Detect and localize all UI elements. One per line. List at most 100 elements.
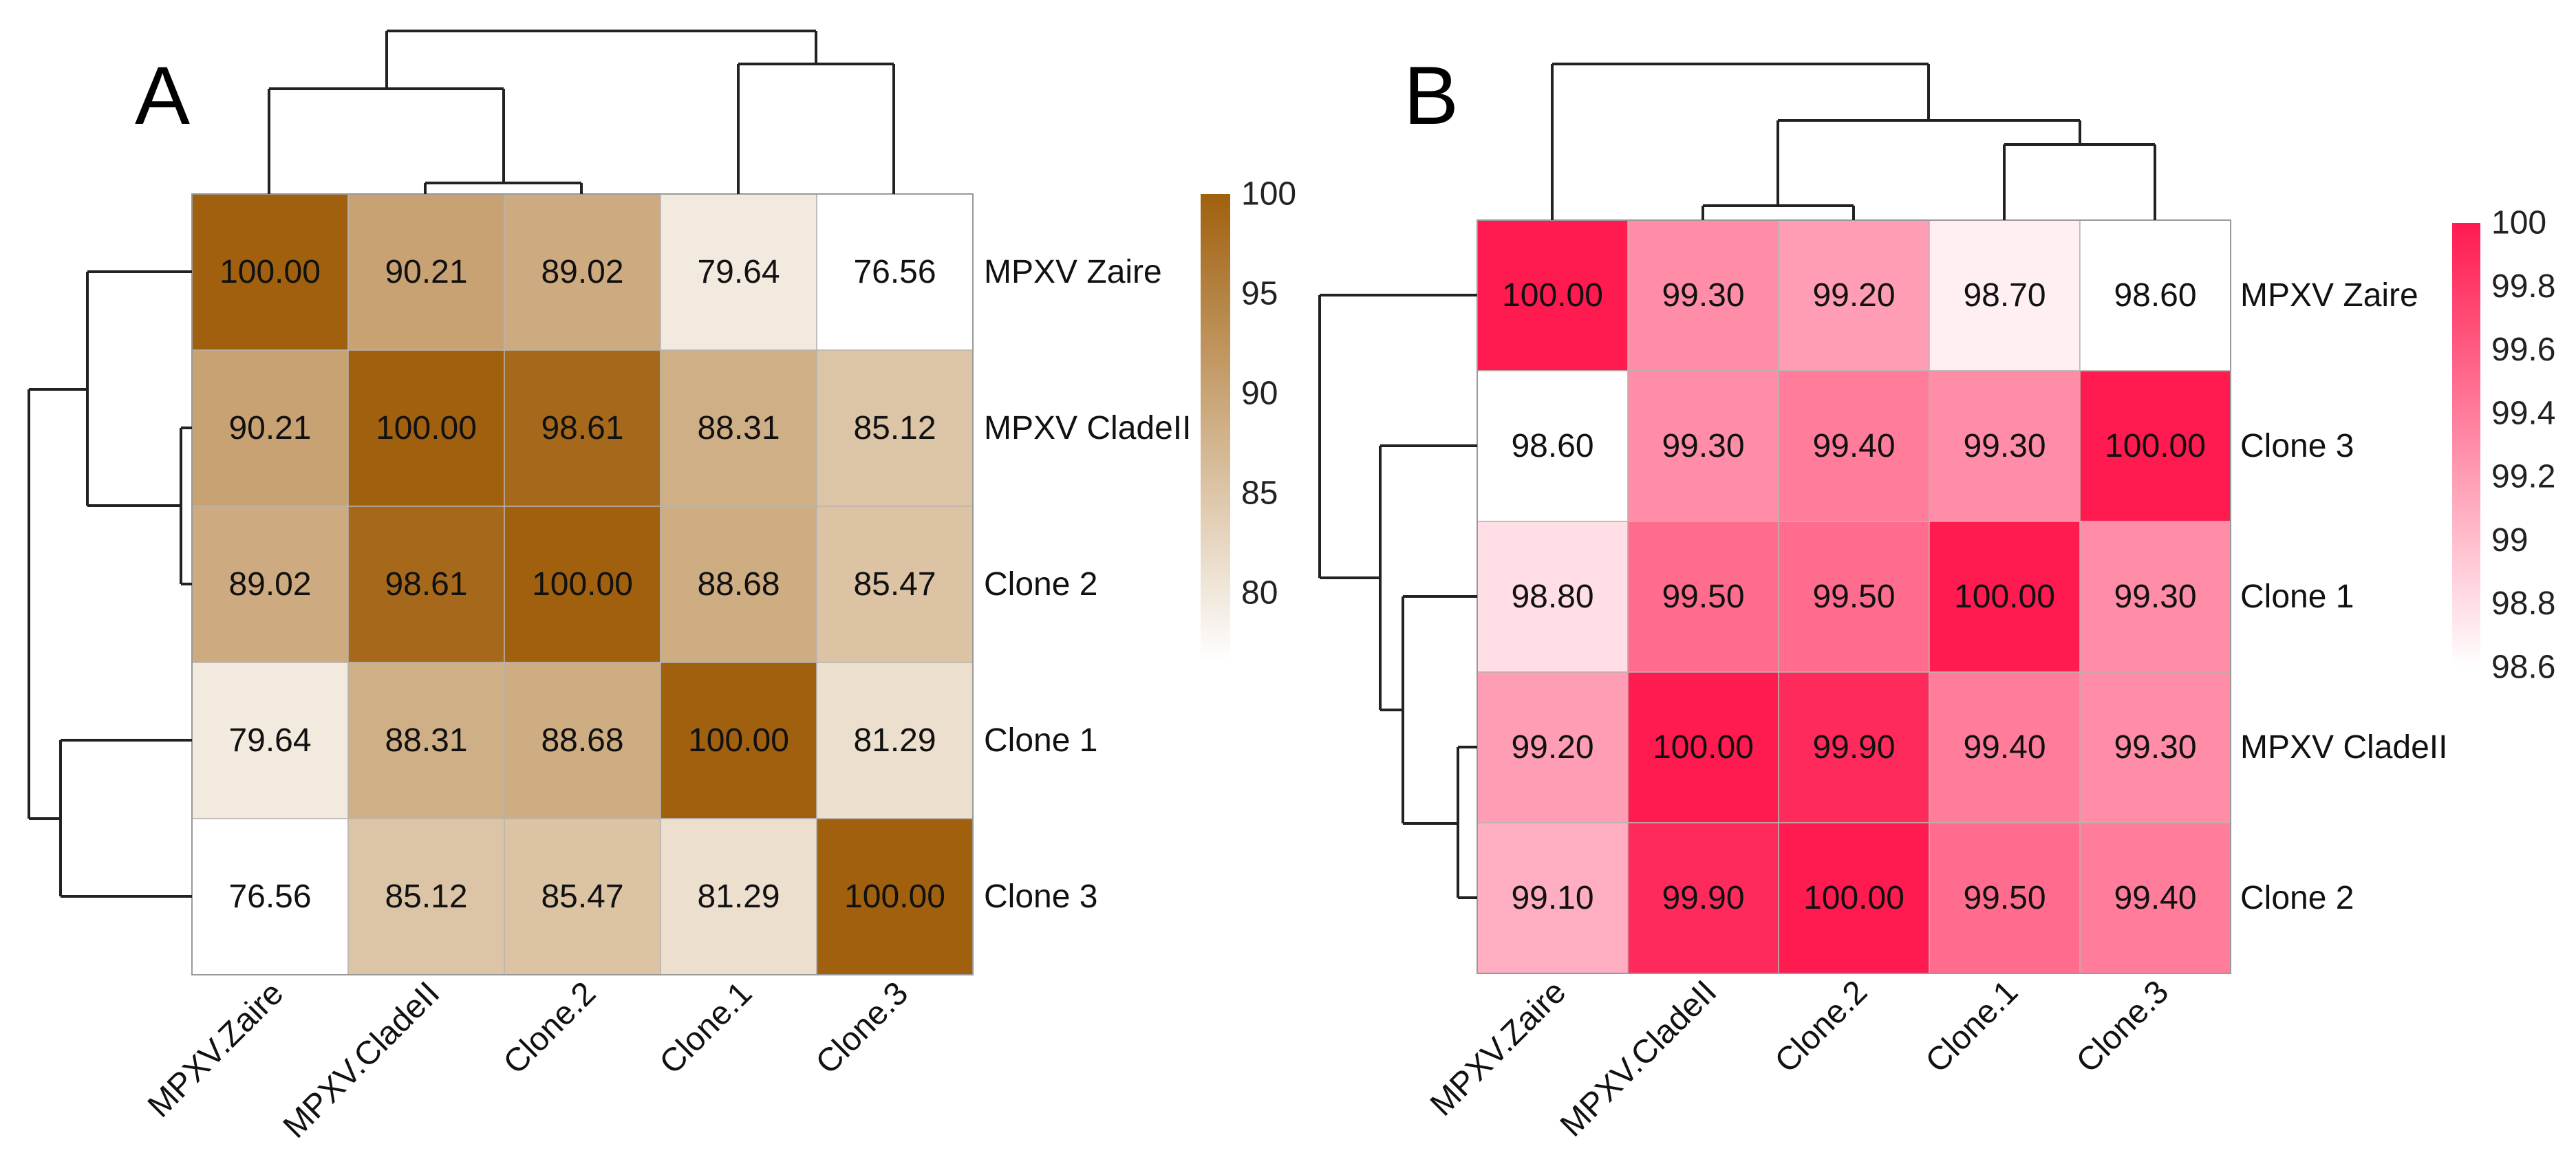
- heatmap-cell: [2079, 219, 2231, 371]
- heatmap-cell: [504, 818, 661, 975]
- row-label: Clone 2: [984, 566, 1097, 603]
- cell-value-label: 90.21: [385, 254, 467, 290]
- row-label: Clone 3: [2240, 428, 2354, 464]
- cell-value-label: 99.40: [1963, 729, 2046, 766]
- colorbar: [1201, 194, 1230, 662]
- column-label: Clone.2: [1768, 973, 1874, 1079]
- column-label: MPXV.Zaire: [141, 975, 290, 1124]
- column-label: Clone.1: [653, 975, 759, 1081]
- cell-value-label: 99.40: [2114, 880, 2196, 916]
- heatmap-panel-a: A 100.00 90.21 89.02 79.64 76.56 90.21 100.00 9…: [28, 30, 1296, 1145]
- cell-value-label: 100.00: [219, 254, 321, 290]
- column-label: Clone.3: [809, 975, 915, 1081]
- heatmap-cell: [191, 818, 349, 975]
- colorbar-tick-label: 99: [2491, 522, 2528, 559]
- row-label: Clone 1: [984, 722, 1097, 759]
- cell-value-label: 99.40: [1812, 428, 1895, 464]
- row-label: Clone 1: [2240, 579, 2354, 615]
- cell-value-label: 85.47: [853, 566, 936, 603]
- heatmap-cell: [660, 662, 817, 819]
- heatmap-cell: [1778, 521, 1930, 673]
- colorbar-tick-label: 99.6: [2491, 332, 2555, 368]
- heatmap-cell: [347, 193, 505, 351]
- heatmap-cell: [816, 193, 974, 351]
- cell-value-label: 76.56: [228, 878, 311, 915]
- cell-value-label: 99.90: [1662, 880, 1744, 916]
- row-label: MPXV CladeII: [984, 410, 1191, 446]
- cell-value-label: 99.30: [1662, 428, 1744, 464]
- column-label: MPXV.CladeII: [1554, 973, 1724, 1144]
- heatmap-cell: [1627, 822, 1779, 974]
- panel-label-a: A: [135, 50, 190, 142]
- colorbar-tick-label: 98.8: [2491, 585, 2555, 622]
- cell-value-label: 99.30: [2114, 729, 2196, 766]
- cell-value-label: 100.00: [1954, 579, 2055, 615]
- heatmap-cell: [816, 662, 974, 819]
- cell-value-label: 100.00: [532, 566, 633, 603]
- colorbar-tick-label: 85: [1241, 475, 1278, 512]
- cell-value-label: 88.31: [385, 722, 467, 759]
- heatmap-cell: [1778, 219, 1930, 371]
- colorbar: [2452, 223, 2480, 667]
- heatmap-cell: [504, 506, 661, 663]
- heatmap-cell: [1477, 521, 1629, 673]
- heatmap-cell: [660, 506, 817, 663]
- cell-value-label: 100.00: [844, 878, 945, 915]
- cell-value-label: 79.64: [228, 722, 311, 759]
- heatmap-cell: [816, 349, 974, 507]
- panel-label-b: B: [1404, 50, 1459, 142]
- cell-value-label: 85.12: [853, 410, 936, 446]
- heatmap-cell: [1627, 521, 1779, 673]
- column-label: Clone.1: [1919, 973, 2025, 1079]
- cell-value-label: 99.20: [1511, 729, 1593, 766]
- cell-value-label: 99.30: [1963, 428, 2046, 464]
- cell-value-label: 88.68: [697, 566, 780, 603]
- colorbar-tick-label: 100: [2491, 205, 2546, 241]
- cell-value-label: 99.50: [1963, 880, 2046, 916]
- cell-value-label: 88.68: [541, 722, 623, 759]
- row-label: Clone 2: [2240, 880, 2354, 916]
- colorbar-tick-label: 100: [1241, 176, 1296, 213]
- cell-value-label: 98.61: [385, 566, 467, 603]
- cell-value-label: 100.00: [1653, 729, 1754, 766]
- cell-value-label: 100.00: [1502, 277, 1603, 314]
- colorbar-tick-label: 99.8: [2491, 268, 2555, 305]
- cell-value-label: 98.61: [541, 410, 623, 446]
- cell-value-label: 99.50: [1812, 579, 1895, 615]
- heatmap-cell: [1627, 370, 1779, 522]
- column-label: Clone.3: [2070, 973, 2176, 1079]
- cell-value-label: 85.12: [385, 878, 467, 915]
- cell-value-label: 89.02: [541, 254, 623, 290]
- heatmap-cell: [347, 506, 505, 663]
- cell-value-label: 98.80: [1511, 579, 1593, 615]
- cell-value-label: 100.00: [688, 722, 789, 759]
- cell-value-label: 100.00: [2105, 428, 2206, 464]
- heatmap-cell: [1929, 822, 2081, 974]
- cell-value-label: 99.10: [1511, 880, 1593, 916]
- heatmap-cell: [191, 193, 349, 351]
- cell-value-label: 89.02: [228, 566, 311, 603]
- heatmap-cell: [2079, 671, 2231, 823]
- cell-value-label: 85.47: [541, 878, 623, 915]
- heatmap-panel-b: B 100.00 99.30 99.20 98.70 98.60 98.60 99.30 99…: [1318, 50, 2555, 1144]
- cell-value-label: 99.30: [2114, 579, 2196, 615]
- cell-value-label: 81.29: [697, 878, 780, 915]
- colorbar-tick-label: 99.2: [2491, 459, 2555, 495]
- heatmap-cell: [347, 818, 505, 975]
- heatmap-cell: [1627, 671, 1779, 823]
- row-label: Clone 3: [984, 878, 1097, 915]
- cell-value-label: 99.90: [1812, 729, 1895, 766]
- cell-value-label: 98.70: [1963, 277, 2046, 314]
- colorbar-tick-label: 90: [1241, 376, 1278, 412]
- heatmap-cell: [2079, 521, 2231, 673]
- heatmap-cell: [1778, 370, 1930, 522]
- cell-value-label: 88.31: [697, 410, 780, 446]
- cell-value-label: 99.50: [1662, 579, 1744, 615]
- cell-value-label: 98.60: [1511, 428, 1593, 464]
- row-label: MPXV Zaire: [2240, 277, 2418, 314]
- heatmap-cell: [1929, 521, 2081, 673]
- heatmap-cell: [504, 662, 661, 819]
- column-label: MPXV.Zaire: [1424, 973, 1573, 1123]
- colorbar-tick-label: 95: [1241, 276, 1278, 312]
